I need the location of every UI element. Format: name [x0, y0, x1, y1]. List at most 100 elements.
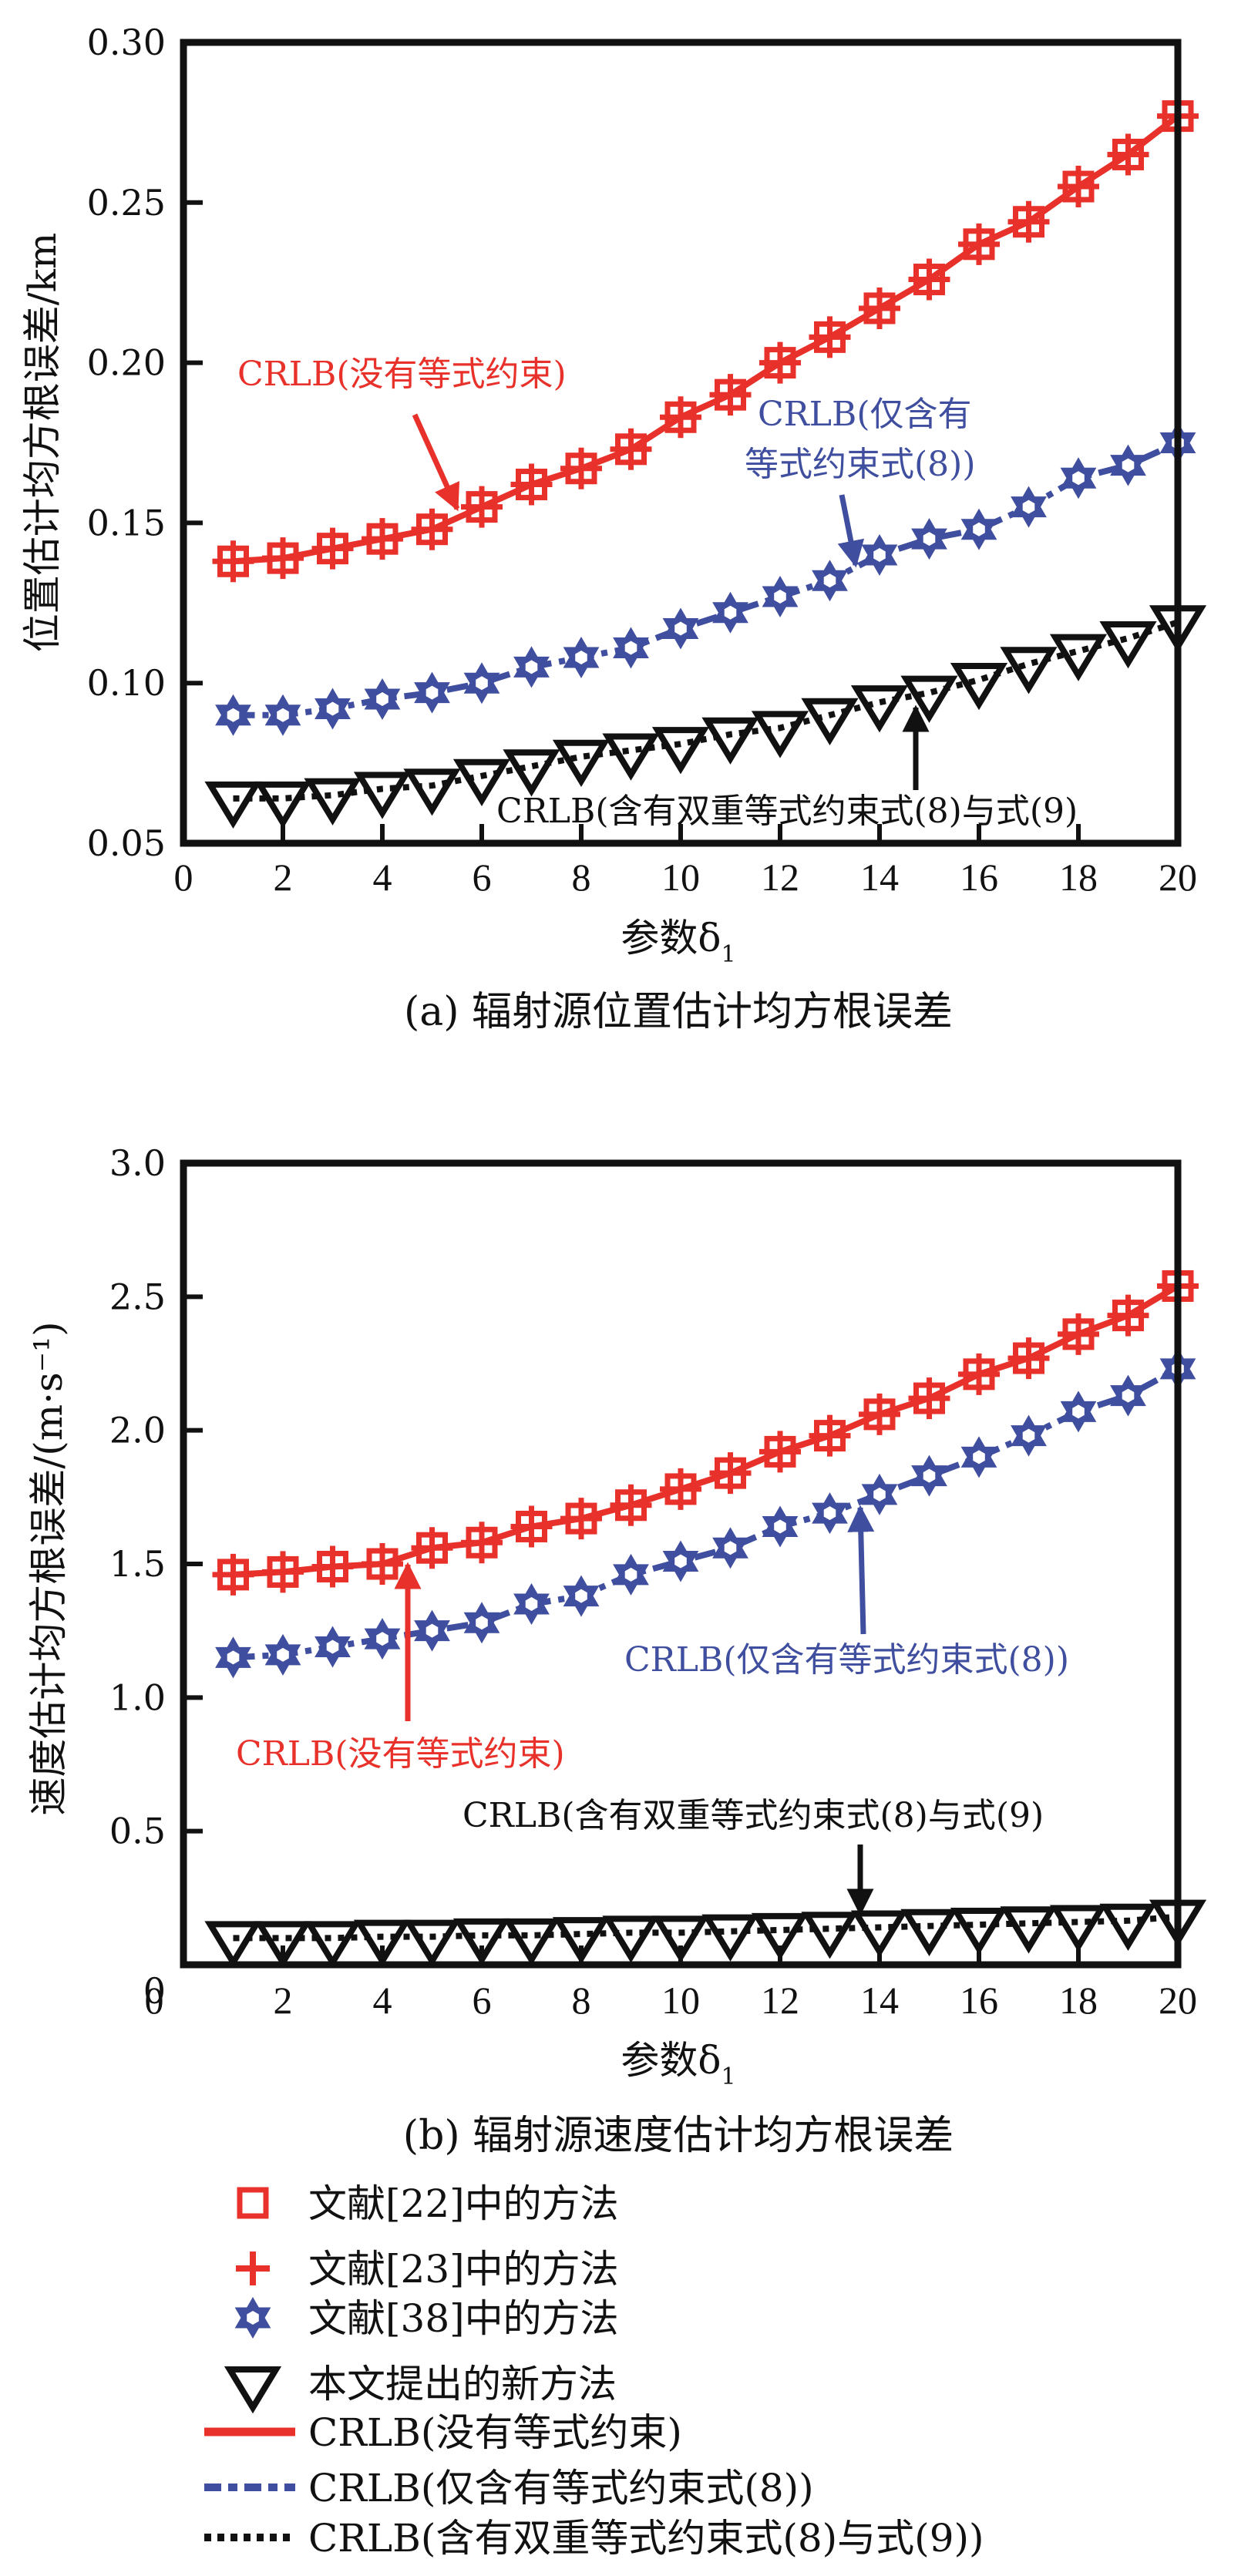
- legend-item: CRLB(仅含有等式约束式(8)): [204, 2466, 814, 2510]
- chart-b-series-1-point-13: [861, 1473, 898, 1515]
- chart-b-series-0-point-16: [1007, 1337, 1050, 1380]
- chart-b-series-2-point-9: [651, 1915, 710, 1963]
- chart-b-series-1-point-17: [1060, 1391, 1097, 1433]
- chart-a-xtick-label: 0: [174, 856, 193, 899]
- chart-b-series-2-point-13: [850, 1910, 909, 1958]
- chart-a-series-1-point-0: [215, 694, 251, 736]
- chart-a-series-0-point-17: [1058, 166, 1099, 208]
- chart-a-series-2-point-1: [254, 781, 312, 829]
- chart-b-annotation-blue-arrow: [847, 1505, 875, 1635]
- chart-a-annotation-blue-arrow: [837, 494, 865, 568]
- chart-b-x-ticks: 0 2 4 6 8 10 12 14 16 18 20: [145, 1945, 1197, 2022]
- legend-label: 本文提出的新方法: [308, 2362, 617, 2406]
- chart-a-series-1-point-6: [513, 646, 550, 688]
- chart-a-series-1-point-4: [414, 671, 450, 714]
- chart-b-series-2-point-4: [403, 1919, 461, 1967]
- chart-a-ytick-label: 0.20: [87, 342, 166, 384]
- chart-b-series-2-point-0: [204, 1921, 262, 1969]
- chart-a-series-0-point-9: [660, 396, 701, 439]
- chart-b-ytick-label: 3.0: [109, 1142, 166, 1184]
- chart-a-series-2-point-11: [751, 711, 809, 758]
- chart-a-xtick-label: 14: [860, 856, 899, 899]
- legend: 文献[22]中的方法文献[23]中的方法文献[38]中的方法本文提出的新方法CR…: [204, 2181, 984, 2561]
- chart-a-series-0-point-0: [212, 540, 254, 583]
- chart-a-series-0-point-7: [560, 447, 602, 489]
- chart-a-ytick-label: 0.30: [87, 22, 166, 63]
- chart-b-ytick-label: 1.0: [109, 1676, 166, 1718]
- chart-a-series-2-point-14: [900, 675, 958, 723]
- chart-a-series-1-point-5: [463, 662, 500, 705]
- chart-a-xtick-label: 20: [1159, 856, 1197, 899]
- legend-label: 文献[38]中的方法: [308, 2296, 619, 2341]
- chart-a-y-ticks: 0.05 0.10 0.15 0.20 0.25 0.30: [87, 22, 203, 864]
- chart-b-series-1-point-16: [1011, 1414, 1047, 1457]
- chart-b-series-0-point-14: [908, 1377, 950, 1420]
- chart-a-series-0-point-16: [1007, 200, 1050, 243]
- chart-b-series-1-point-3: [364, 1618, 401, 1660]
- chart-a-series-1-point-12: [812, 560, 848, 602]
- chart-b-series-1-point-2: [314, 1626, 351, 1668]
- chart-b-y-axis-title: 速度估计均方根误差/(m·s⁻¹): [26, 1321, 71, 1815]
- chart-a-series-0-point-18: [1107, 133, 1149, 176]
- legend-marker-triangle-down-icon: [224, 2366, 282, 2414]
- chart-a-series-1-point-3: [364, 678, 401, 720]
- chart-b-series-2-point-7: [552, 1917, 610, 1965]
- chart-b-ytick-label: 0.5: [109, 1811, 166, 1852]
- chart-b-y-ticks: 0 0.5 1.0 1.5 2.0 2.5 3.0: [109, 1142, 203, 2012]
- chart-b-series-0-point-8: [610, 1484, 652, 1526]
- chart-b-velocity-rmse: 0 0.5 1.0 1.5 2.0 2.5 3.0 0 2 4 6 8 10 12 14 16 18 20 速度…: [26, 1142, 1207, 2159]
- chart-a-series-2-point-5: [452, 758, 511, 806]
- chart-a-x-axis-title: 参数δ1: [621, 916, 735, 968]
- chart-b-xtick-label: 6: [473, 1979, 492, 2022]
- chart-a-series-line-2: [233, 619, 1179, 802]
- chart-a-xtick-label: 10: [661, 856, 700, 899]
- chart-a-position-rmse: 0.05 0.10 0.15 0.20 0.25 0.30 0 2 4 6 8 10 12 14 16 18…: [20, 22, 1207, 1035]
- chart-b-xtick-label: 14: [860, 1979, 899, 2022]
- chart-a-series-1-point-18: [1110, 444, 1146, 486]
- legend-marker-plus-icon: [236, 2251, 270, 2285]
- chart-a-annotation-blue-label-line1: CRLB(仅含有: [758, 395, 972, 434]
- chart-b-series-2-point-2: [304, 1921, 362, 1969]
- chart-b-series-1-point-4: [414, 1609, 450, 1652]
- chart-b-series-0-point-11: [759, 1431, 801, 1473]
- chart-a-series-0-point-12: [809, 316, 851, 358]
- chart-b-series-1-point-10: [712, 1527, 748, 1569]
- chart-a-annotation-blue-label-line2: 等式约束式(8)): [745, 445, 976, 484]
- chart-a-series-0-point-15: [958, 223, 1000, 265]
- chart-a-series-0-point-11: [759, 341, 801, 384]
- chart-b-series-2-point-18: [1099, 1903, 1157, 1952]
- chart-b-series-1-point-0: [215, 1636, 251, 1679]
- chart-a-series-0-point-8: [610, 428, 652, 470]
- chart-b-annotation-blue-label: CRLB(仅含有等式约束式(8)): [624, 1640, 1069, 1680]
- chart-b-series-0-point-17: [1058, 1313, 1099, 1355]
- chart-a-ytick-label: 0.05: [87, 822, 166, 864]
- chart-b-series-2-point-15: [950, 1908, 1008, 1956]
- chart-a-x-ticks: 0 2 4 6 8 10 12 14 16 18 20: [174, 824, 1197, 899]
- chart-a-series-2-point-0: [204, 781, 262, 829]
- chart-b-series-0-point-4: [411, 1527, 453, 1569]
- chart-a-series-1-point-9: [662, 607, 699, 650]
- legend-item: 本文提出的新方法: [224, 2362, 617, 2414]
- chart-b-series-1-point-15: [960, 1436, 997, 1478]
- chart-a-series-2-point-12: [801, 698, 859, 745]
- chart-a-xtick-label: 4: [373, 856, 392, 899]
- chart-b-series: [204, 1265, 1207, 1969]
- chart-b-series-line-2: [233, 1913, 1179, 1942]
- chart-b-series-2-point-5: [452, 1918, 511, 1966]
- chart-b-series-line-1: [233, 1366, 1179, 1661]
- chart-b-series-1-point-5: [463, 1602, 500, 1644]
- chart-b-series-0-point-15: [958, 1353, 1000, 1395]
- legend-item: CRLB(没有等式约束): [204, 2410, 682, 2455]
- chart-b-series-0-point-13: [859, 1393, 900, 1435]
- chart-b-xtick-label: 2: [274, 1979, 293, 2022]
- chart-b-series-1-point-7: [563, 1575, 600, 1617]
- chart-b-series-0-point-6: [510, 1505, 553, 1548]
- chart-a-series-0-point-13: [859, 287, 900, 329]
- chart-b-series-0-point-9: [660, 1468, 701, 1510]
- chart-a-series-1-point-14: [911, 518, 947, 560]
- chart-b-series-2-point-17: [1049, 1905, 1108, 1952]
- legend-item: 文献[23]中的方法: [236, 2247, 619, 2292]
- chart-a-series-2-point-15: [950, 663, 1008, 711]
- chart-b-series-1-point-14: [911, 1454, 947, 1497]
